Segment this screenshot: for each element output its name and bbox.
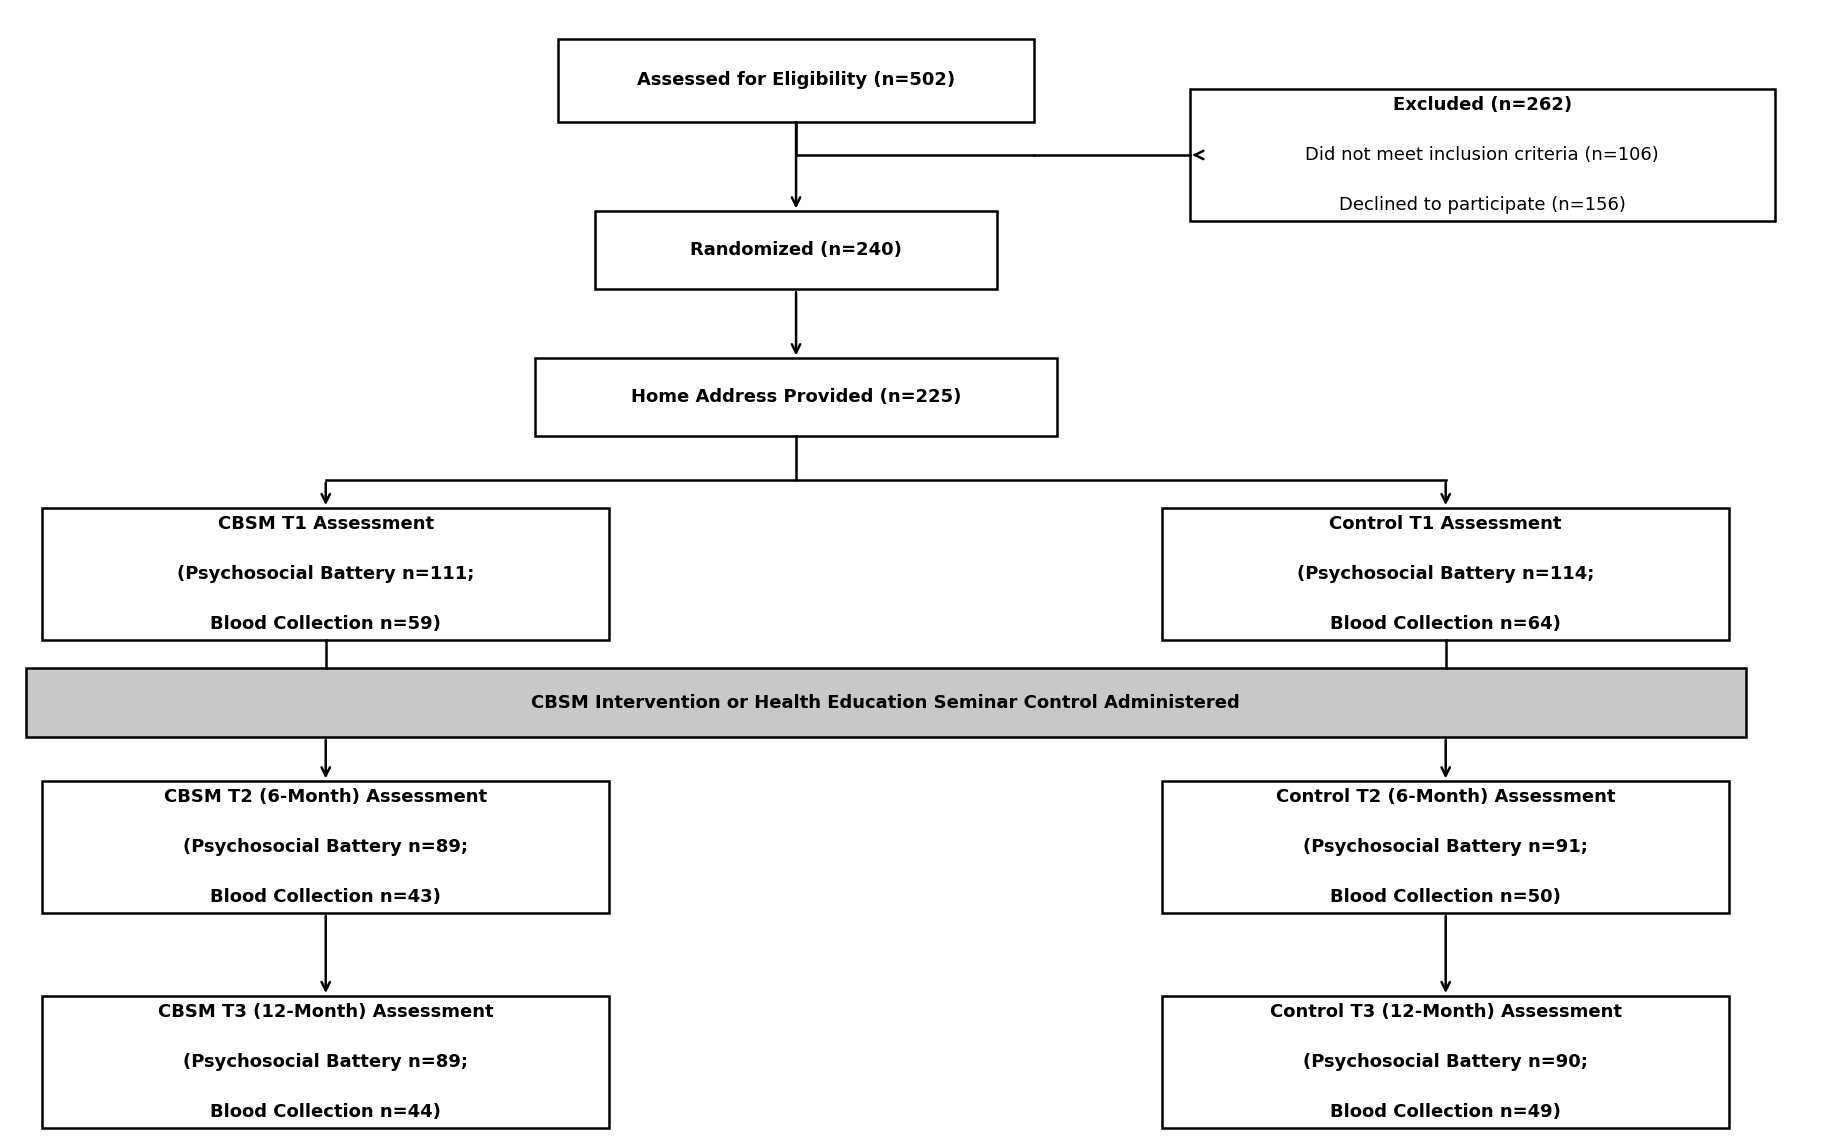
Text: Excluded (n=262): Excluded (n=262)	[1393, 95, 1572, 114]
Text: Control T2 (6-Month) Assessment: Control T2 (6-Month) Assessment	[1276, 788, 1616, 806]
Bar	[558, 39, 1034, 122]
Text: CBSM Intervention or Health Education Seminar Control Administered: CBSM Intervention or Health Education Se…	[531, 693, 1241, 712]
Text: (Psychosocial Battery n=91;: (Psychosocial Battery n=91;	[1303, 838, 1588, 856]
Bar	[26, 668, 1746, 737]
Bar	[1162, 995, 1729, 1127]
Text: Blood Collection n=49): Blood Collection n=49)	[1330, 1103, 1561, 1122]
Text: CBSM T2 (6-Month) Assessment: CBSM T2 (6-Month) Assessment	[165, 788, 487, 806]
Bar	[534, 358, 1056, 436]
Text: Did not meet inclusion criteria (n=106): Did not meet inclusion criteria (n=106)	[1305, 146, 1660, 164]
Bar	[1162, 781, 1729, 914]
Text: Blood Collection n=43): Blood Collection n=43)	[210, 889, 441, 907]
Text: CBSM T1 Assessment: CBSM T1 Assessment	[218, 514, 434, 533]
Bar	[42, 507, 609, 641]
Text: (Psychosocial Battery n=114;: (Psychosocial Battery n=114;	[1297, 565, 1594, 583]
Text: (Psychosocial Battery n=89;: (Psychosocial Battery n=89;	[183, 838, 468, 856]
Text: Declined to participate (n=156): Declined to participate (n=156)	[1340, 196, 1625, 215]
Bar	[42, 995, 609, 1127]
Bar	[595, 211, 997, 289]
Bar	[1190, 90, 1775, 220]
Text: Control T3 (12-Month) Assessment: Control T3 (12-Month) Assessment	[1270, 1002, 1621, 1021]
Text: Control T1 Assessment: Control T1 Assessment	[1329, 514, 1563, 533]
Text: Blood Collection n=50): Blood Collection n=50)	[1330, 889, 1561, 907]
Bar	[1162, 507, 1729, 641]
Text: CBSM T3 (12-Month) Assessment: CBSM T3 (12-Month) Assessment	[157, 1002, 494, 1021]
Text: Assessed for Eligibility (n=502): Assessed for Eligibility (n=502)	[637, 71, 955, 90]
Bar	[42, 781, 609, 914]
Text: (Psychosocial Battery n=89;: (Psychosocial Battery n=89;	[183, 1053, 468, 1071]
Text: Home Address Provided (n=225): Home Address Provided (n=225)	[631, 388, 961, 406]
Text: (Psychosocial Battery n=111;: (Psychosocial Battery n=111;	[178, 565, 474, 583]
Text: Blood Collection n=59): Blood Collection n=59)	[210, 615, 441, 634]
Text: Blood Collection n=44): Blood Collection n=44)	[210, 1103, 441, 1122]
Text: (Psychosocial Battery n=90;: (Psychosocial Battery n=90;	[1303, 1053, 1588, 1071]
Text: Randomized (n=240): Randomized (n=240)	[690, 241, 902, 259]
Text: Blood Collection n=64): Blood Collection n=64)	[1330, 615, 1561, 634]
